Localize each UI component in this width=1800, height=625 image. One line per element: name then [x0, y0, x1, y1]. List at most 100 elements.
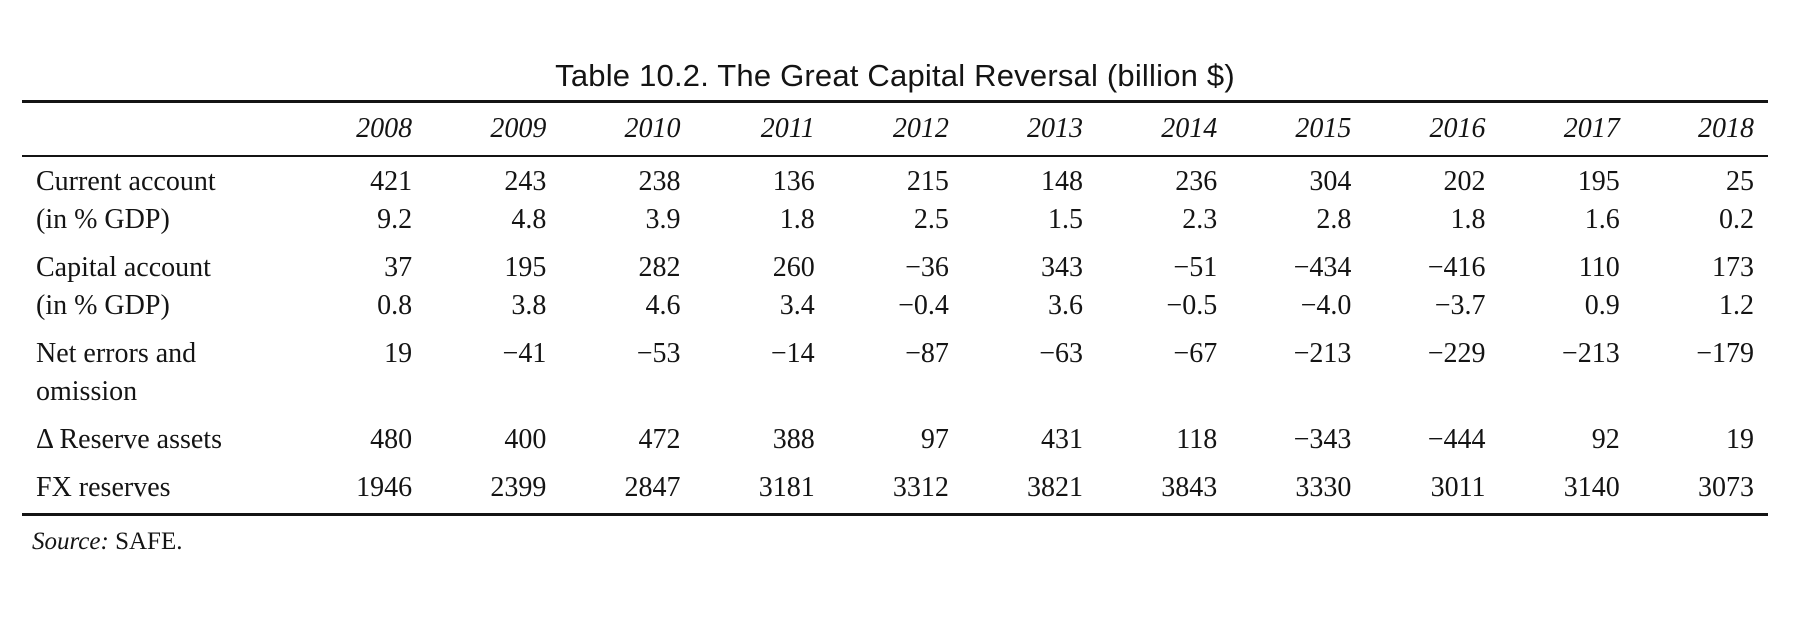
top-rule [22, 100, 1768, 103]
year-header: 2015 [1295, 113, 1352, 144]
table-row: omission [22, 373, 1768, 411]
table-cell: 1.6 [1584, 204, 1620, 235]
row-label: Current account [36, 166, 216, 197]
row-label: Capital account [36, 252, 211, 283]
table-cell [1500, 373, 1634, 411]
table-cell: −63 [1039, 338, 1084, 369]
table-cell: −36 [905, 252, 949, 283]
table-cell: 3.9 [645, 204, 681, 235]
row-label: (in % GDP) [36, 290, 170, 321]
table-cell: −3.7 [1434, 290, 1486, 321]
table-cell: 0.9 [1584, 290, 1620, 321]
table-body: Current account 421 243 238 136 215 148 236 304 2… [22, 156, 1768, 515]
table-cell: −434 [1293, 252, 1352, 283]
table-cell: 3011 [1430, 472, 1486, 503]
table-cell: 97 [920, 424, 949, 455]
table-figure: Table 10.2. The Great Capital Reversal (… [22, 52, 1768, 556]
year-header: 2014 [1161, 113, 1218, 144]
table-cell [829, 373, 963, 411]
table-cell: 195 [504, 252, 547, 283]
table-cell: 3.6 [1048, 290, 1084, 321]
table-cell: 2399 [490, 472, 547, 503]
table-row: (in % GDP) 0.8 3.8 4.6 3.4 −0.4 3.6 −0.5 −4.0 −3.… [22, 287, 1768, 325]
table-cell: 148 [1041, 166, 1084, 197]
table-cell: 480 [370, 424, 413, 455]
table-row: FX reserves 1946 2399 2847 3181 3312 3821 3843 3… [22, 459, 1768, 515]
row-label: (in % GDP) [36, 204, 170, 235]
table-cell: −0.4 [898, 290, 949, 321]
table-title: Table 10.2. The Great Capital Reversal (… [555, 58, 1235, 93]
table-cell: 2.3 [1182, 204, 1218, 235]
year-header: 2012 [892, 113, 949, 144]
table-row: Current account 421 243 238 136 215 148 236 304 2… [22, 156, 1768, 201]
table-cell: 3073 [1698, 472, 1754, 503]
table-cell [560, 373, 694, 411]
table-cell: −444 [1427, 424, 1486, 455]
table-cell: 243 [504, 166, 547, 197]
table-cell: 215 [906, 166, 949, 197]
table-row: (in % GDP) 9.2 4.8 3.9 1.8 2.5 1.5 2.3 2.8 1.8 1.6… [22, 201, 1768, 239]
table-cell: −0.5 [1166, 290, 1218, 321]
table-cell: 431 [1041, 424, 1084, 455]
year-header: 2016 [1429, 113, 1486, 144]
table-cell: 388 [772, 424, 815, 455]
table-cell: 0.2 [1719, 204, 1754, 235]
table-cell [695, 373, 829, 411]
table-cell: 3821 [1027, 472, 1084, 503]
table-cell: 19 [384, 338, 413, 369]
table-cell: 4.8 [511, 204, 547, 235]
table-cell: 343 [1041, 252, 1084, 283]
table-cell: 1.8 [1450, 204, 1486, 235]
table-cell: 37 [384, 252, 413, 283]
table-cell: −41 [502, 338, 547, 369]
table-cell: 1.5 [1048, 204, 1084, 235]
year-header: 2009 [490, 113, 547, 144]
year-header: 2013 [1027, 113, 1084, 144]
table-cell [292, 373, 426, 411]
year-header: 2010 [624, 113, 681, 144]
table-cell: 282 [638, 252, 681, 283]
table-cell: −14 [770, 338, 815, 369]
table-cell: −343 [1293, 424, 1352, 455]
table-cell: 1946 [356, 472, 413, 503]
table-cell: 2.5 [913, 204, 949, 235]
header-spacer [22, 103, 292, 156]
table-cell: 118 [1176, 424, 1218, 455]
table-cell [963, 373, 1097, 411]
table-cell: 0.8 [377, 290, 413, 321]
source-label: Source: [32, 528, 109, 555]
source-text: SAFE. [108, 528, 183, 555]
table-cell: −53 [636, 338, 681, 369]
table-cell [1231, 373, 1365, 411]
year-header: 2018 [1698, 113, 1754, 144]
table-cell: 136 [772, 166, 815, 197]
table-cell: 3312 [892, 472, 949, 503]
table-cell: 3140 [1563, 472, 1620, 503]
table-cell: 1.8 [779, 204, 815, 235]
row-label: Δ Reserve assets [36, 424, 222, 455]
table-cell [1634, 373, 1768, 411]
table-cell: −4.0 [1300, 290, 1352, 321]
table-cell: 421 [370, 166, 413, 197]
table-cell: 1.2 [1719, 290, 1754, 321]
table-cell: 238 [638, 166, 681, 197]
table-cell: −213 [1293, 338, 1352, 369]
table-cell: 3181 [758, 472, 815, 503]
table-cell: 2847 [624, 472, 681, 503]
table-cell: 3.4 [779, 290, 815, 321]
year-header: 2008 [356, 113, 413, 144]
table-cell: −179 [1696, 338, 1754, 369]
table-row: Net errors and 19 −41 −53 −14 −87 −63 −67 −213 −2… [22, 325, 1768, 373]
table-cell: 195 [1577, 166, 1620, 197]
table-cell: −229 [1427, 338, 1486, 369]
table-cell: 236 [1175, 166, 1218, 197]
table-cell: 304 [1309, 166, 1352, 197]
table-cell: −87 [905, 338, 949, 369]
table-row: Δ Reserve assets 480 400 472 388 97 431 118 −343… [22, 411, 1768, 459]
source-note: Source: SAFE. [22, 528, 1768, 556]
table-cell: 3.8 [511, 290, 547, 321]
table-cell: 202 [1443, 166, 1486, 197]
table-cell: 110 [1578, 252, 1620, 283]
year-header: 2017 [1563, 113, 1620, 144]
year-header: 2011 [760, 113, 815, 144]
